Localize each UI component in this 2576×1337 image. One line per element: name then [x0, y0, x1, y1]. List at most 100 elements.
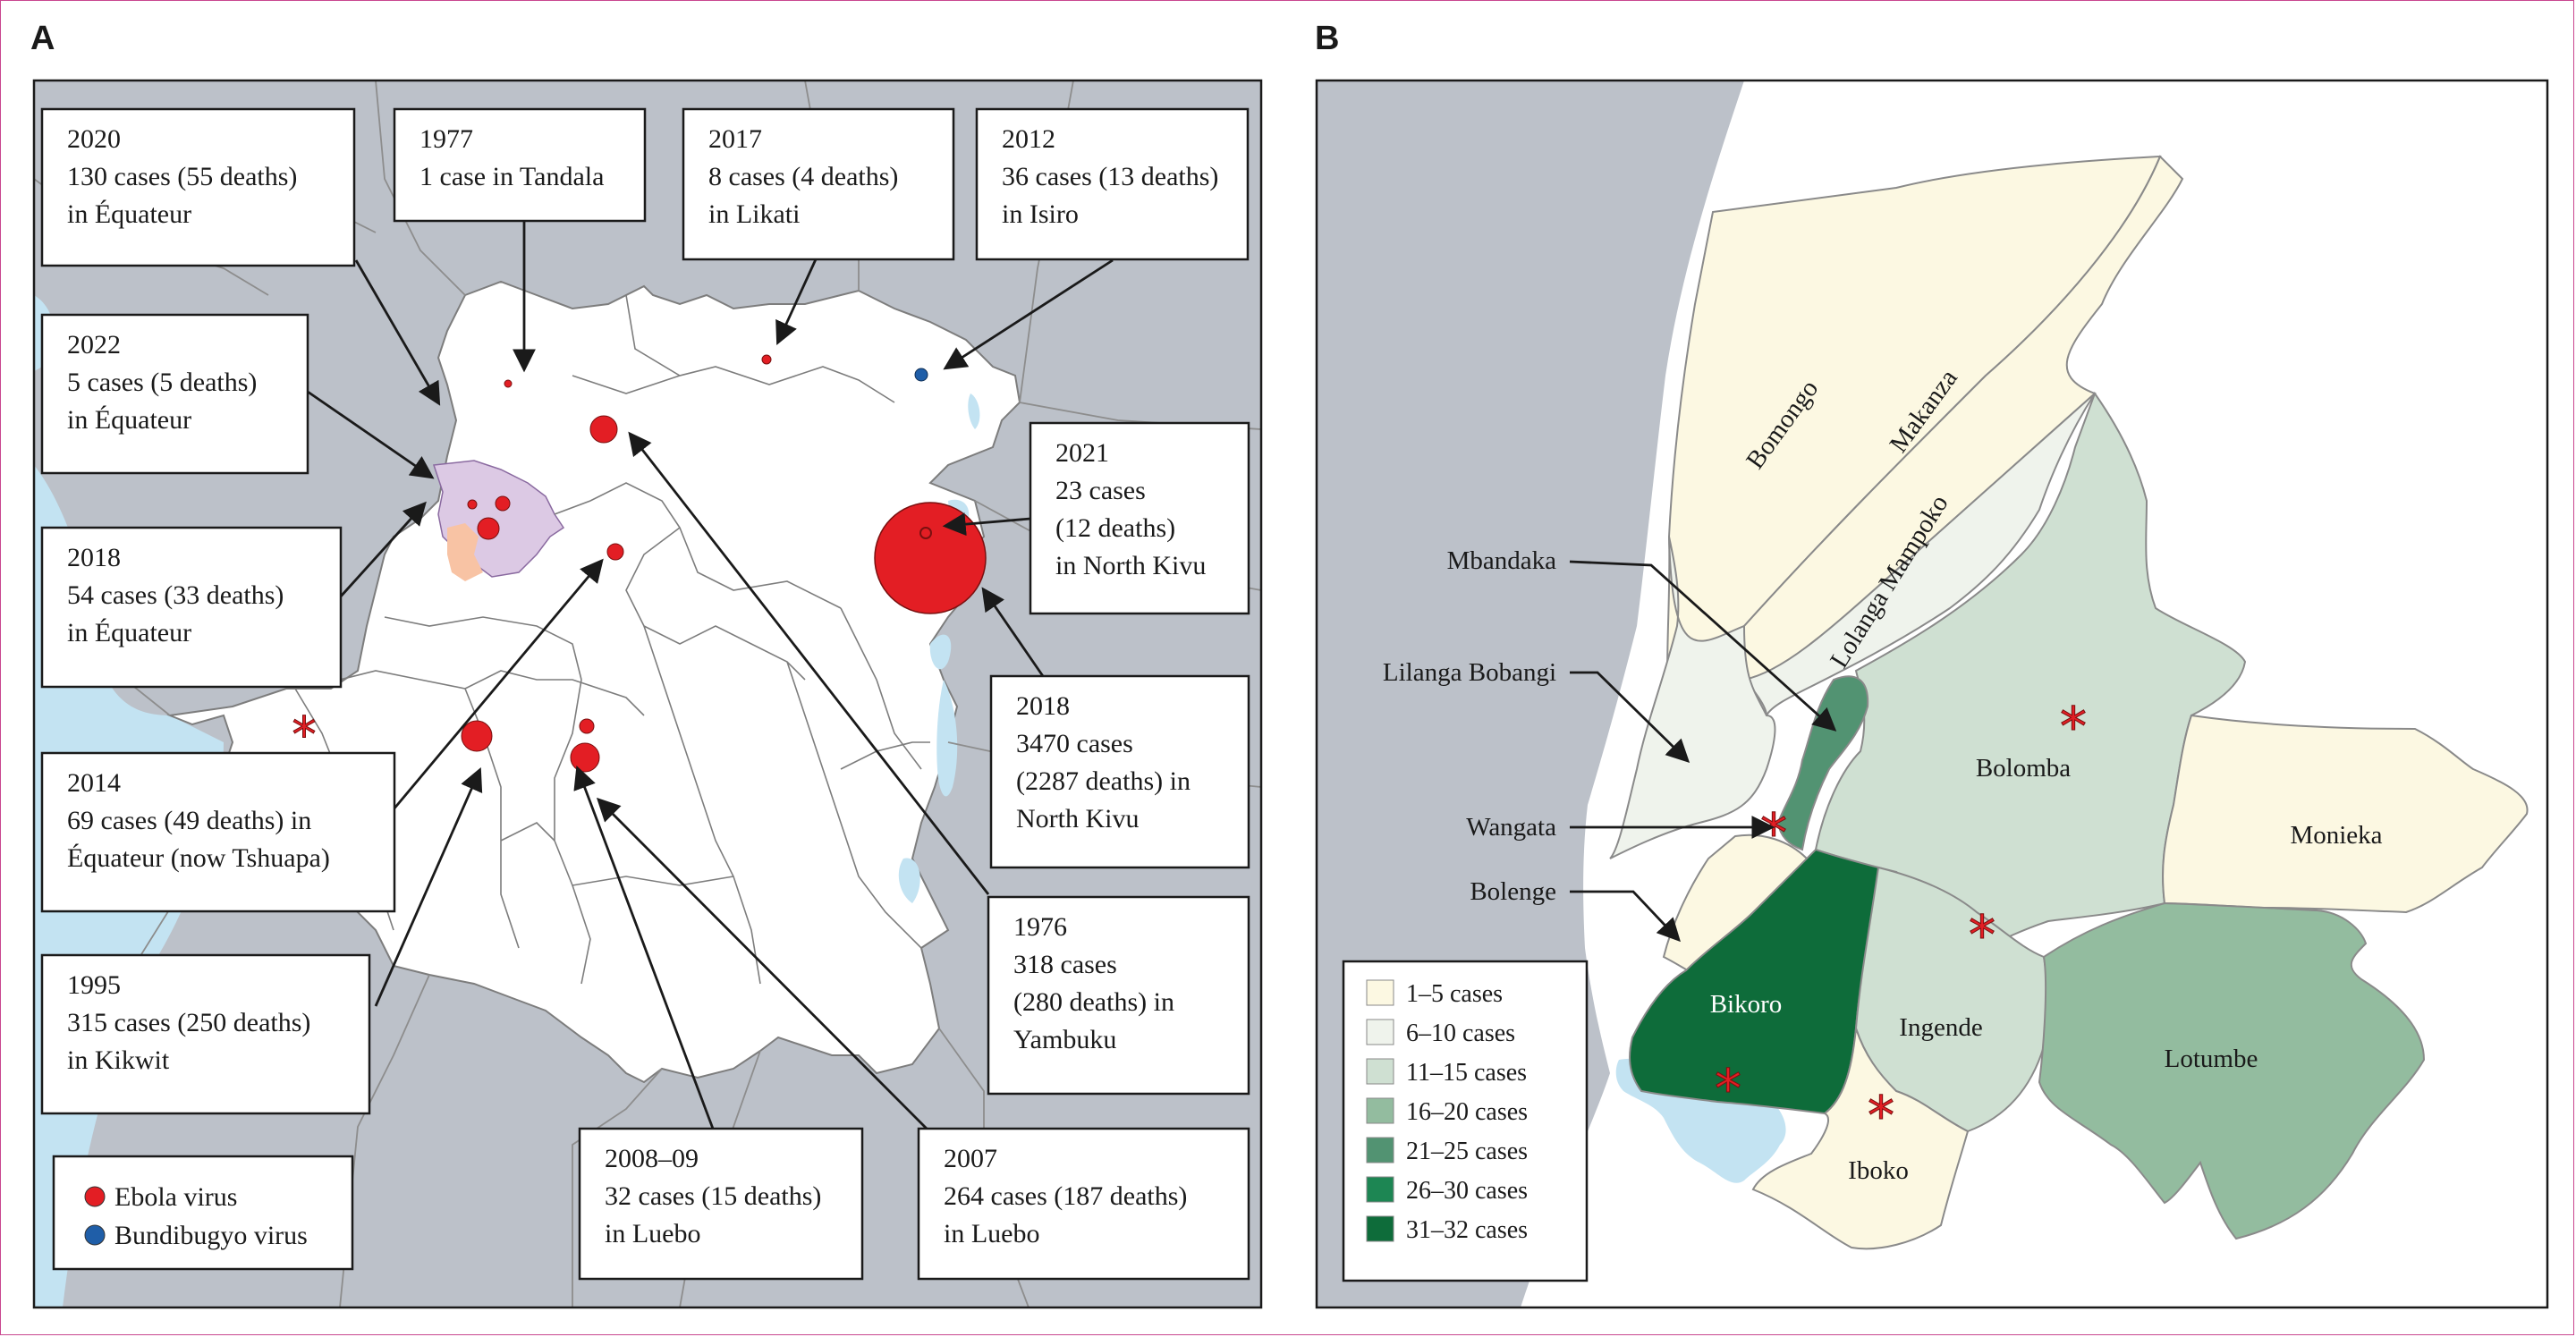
callout-box — [917, 1127, 1250, 1281]
callout-2007: 2007 264 cases (187 deaths) in Luebo — [917, 1127, 1250, 1281]
callout-box — [40, 107, 356, 267]
outbreak-2021-north-kivu — [919, 527, 932, 539]
callout-line: in North Kivu — [1055, 551, 1206, 580]
callout-box — [40, 751, 396, 913]
callout-box — [578, 1127, 864, 1281]
asterisk-iboko: * — [1868, 1085, 1894, 1147]
lake-edward — [929, 634, 952, 670]
callout-line: 3470 cases — [1016, 729, 1133, 758]
callout-line: 32 cases (15 deaths) — [605, 1181, 821, 1211]
callout-box — [40, 526, 343, 689]
outbreak-2018-equateur — [606, 543, 624, 561]
callout-line: 1977 — [419, 124, 473, 154]
callout-line: (280 deaths) in — [1013, 987, 1174, 1017]
outbreak-2014-tshuapa — [579, 718, 595, 734]
callout-line: 1995 — [67, 970, 121, 1000]
callout-1976: 1976 318 cases (280 deaths) in Yambuku — [987, 895, 1250, 1096]
equateur-highlight — [447, 523, 483, 581]
label-bolenge: Bolenge — [1470, 877, 1556, 906]
arrow-2018e — [338, 501, 427, 598]
lake-tanganyika — [936, 680, 958, 797]
callout-arrows — [307, 222, 1114, 1130]
label-iboko: Iboko — [1848, 1156, 1909, 1185]
arrow-2021 — [942, 512, 1031, 537]
callout-line: 2007 — [944, 1144, 997, 1173]
callout-box — [989, 674, 1250, 869]
label-lotumbe: Lotumbe — [2165, 1045, 2258, 1073]
pointer-labels: Mbandaka Lilanga Bobangi Wangata Bolenge — [1383, 546, 1837, 943]
callout-line: 318 cases — [1013, 950, 1117, 979]
callout-line: 2012 — [1002, 124, 1055, 154]
outbreak-2022-equateur — [495, 495, 511, 512]
callout-line: 2020 — [67, 124, 121, 154]
outbreak-2012-isiro — [914, 368, 928, 382]
panel-b-legend: 1–5 cases 6–10 cases 11–15 cases 16–20 case… — [1342, 960, 1589, 1282]
arrow-1995 — [374, 767, 483, 1007]
callout-line: 36 cases (13 deaths) — [1002, 162, 1218, 191]
panel-b-border — [1315, 79, 2549, 1309]
callout-line: 2014 — [67, 768, 121, 798]
callout-2012: 2012 36 cases (13 deaths) in Isiro — [975, 107, 1250, 261]
callout-line: in Équateur — [67, 618, 191, 647]
asterisk-bolomba: * — [2060, 696, 2087, 758]
legend-swatch — [1366, 979, 1394, 1006]
label-wangata: Wangata — [1466, 813, 1556, 842]
bundibugyo-legend-swatch — [84, 1224, 106, 1246]
panel-b-label: B — [1315, 20, 1340, 57]
callout-line: 2021 — [1055, 438, 1109, 468]
callout-line: 2008–09 — [605, 1144, 699, 1173]
callout-line: (2287 deaths) in — [1016, 766, 1191, 796]
callout-1977: 1977 1 case in Tandala — [393, 107, 647, 223]
callout-line: 23 cases — [1055, 476, 1146, 505]
arrow-lilanga-bobangi — [1570, 671, 1690, 764]
callout-line: in Isiro — [1002, 199, 1079, 229]
arrow-mbandaka — [1569, 560, 1837, 732]
callout-1995: 1995 315 cases (250 deaths) in Kikwit — [40, 953, 371, 1115]
legend-label: 11–15 cases — [1406, 1059, 1527, 1087]
outbreak-2022b-equateur — [467, 499, 478, 510]
callout-2022: 2022 5 cases (5 deaths) in Équateur — [40, 313, 309, 475]
label-bikoro: Bikoro — [1710, 990, 1783, 1019]
callout-2021: 2021 23 cases (12 deaths) in North Kivu — [1029, 421, 1250, 615]
callout-2017: 2017 8 cases (4 deaths) in Likati — [682, 107, 955, 261]
arrow-2008 — [573, 765, 715, 1130]
legend-swatch — [1366, 1137, 1394, 1164]
callout-2008: 2008–09 32 cases (15 deaths) in Luebo — [578, 1127, 864, 1281]
panel-a-label: A — [30, 20, 55, 57]
outbreak-2008-luebo — [570, 742, 600, 773]
asterisk-ingende: * — [1969, 904, 1996, 967]
callout-line: in Luebo — [944, 1219, 1039, 1248]
outbreak-2018-north-kivu — [874, 502, 987, 614]
legend-swatch — [1366, 1058, 1394, 1085]
legend-label: 16–20 cases — [1406, 1098, 1528, 1126]
callout-line: 1 case in Tandala — [419, 162, 604, 191]
callout-box — [40, 313, 309, 475]
callout-line: 315 cases (250 deaths) — [67, 1008, 310, 1037]
callout-line: in Kikwit — [67, 1045, 170, 1075]
outbreak-2020-equateur — [477, 517, 500, 540]
callout-line: 54 cases (33 deaths) — [67, 580, 284, 610]
callout-2014: 2014 69 cases (49 deaths) in Équateur (now… — [40, 751, 396, 913]
outbreak-1995-kikwit — [461, 720, 493, 752]
callout-line: 5 cases (5 deaths) — [67, 368, 257, 397]
ebola-legend-label: Ebola virus — [114, 1182, 237, 1212]
arrow-1976 — [628, 431, 990, 895]
callout-box — [40, 953, 371, 1115]
panel-a-border — [32, 79, 1263, 1309]
callout-line: in Équateur — [67, 405, 191, 435]
callout-boxes: 2020 130 cases (55 deaths) in Équateur 197… — [40, 107, 1250, 1281]
callout-line: Yambuku — [1013, 1025, 1116, 1054]
asterisk-bikoro: * — [1715, 1058, 1741, 1121]
ebola-legend-swatch — [84, 1186, 106, 1207]
callout-box — [682, 107, 955, 261]
callout-line: in Équateur — [67, 199, 191, 229]
arrow-2014 — [392, 558, 604, 810]
asterisk-wangata: * — [1760, 802, 1787, 865]
callout-box — [1029, 421, 1250, 615]
bundibugyo-legend-label: Bundibugyo virus — [114, 1221, 308, 1250]
panel-a-legend: Ebola virus Bundibugyo virus — [52, 1155, 354, 1271]
label-mbandaka: Mbandaka — [1447, 546, 1557, 575]
outbreak-1977-tandala — [504, 379, 513, 388]
callout-2020: 2020 130 cases (55 deaths) in Équateur — [40, 107, 356, 267]
